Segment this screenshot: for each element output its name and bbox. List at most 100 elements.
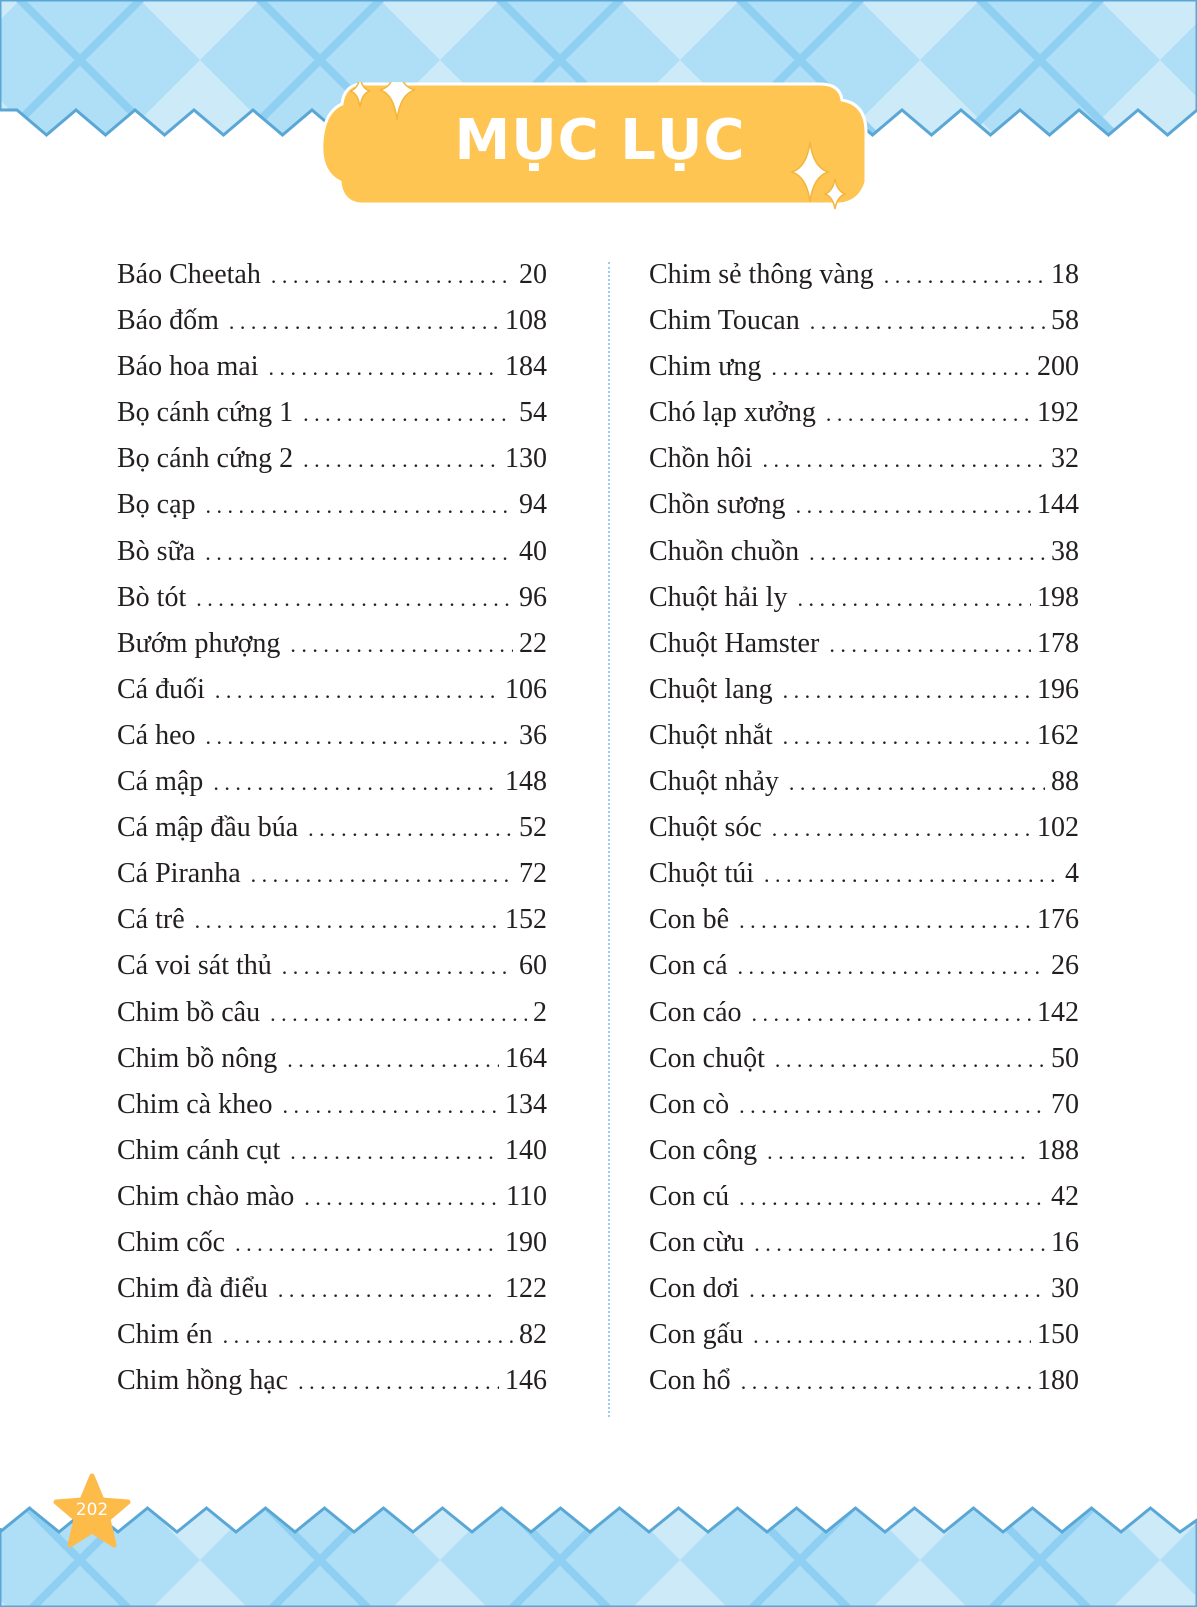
entry-page-number: 102 xyxy=(1037,812,1079,844)
toc-entry[interactable]: Con cò 70 xyxy=(649,1085,1079,1131)
dot-leader xyxy=(290,1132,499,1172)
toc-entry[interactable]: Chó lạp xưởng 192 xyxy=(649,393,1079,439)
dot-leader xyxy=(810,302,1045,342)
toc-entry[interactable]: Chim Toucan 58 xyxy=(649,301,1079,347)
entry-title: Chim bồ nông xyxy=(117,1042,278,1074)
toc-entry[interactable]: Chuột nhảy 88 xyxy=(649,762,1079,808)
toc-entry[interactable]: Chim cánh cụt 140 xyxy=(117,1131,547,1177)
dot-leader xyxy=(229,302,499,342)
entry-page-number: 4 xyxy=(1065,858,1079,890)
toc-entry[interactable]: Cá đuối 106 xyxy=(117,670,547,716)
entry-page-number: 184 xyxy=(505,351,547,383)
toc-entry[interactable]: Con cừu 16 xyxy=(649,1223,1079,1269)
dot-leader xyxy=(884,256,1045,296)
dot-leader xyxy=(772,809,1031,849)
toc-entry[interactable]: Cá mập 148 xyxy=(117,762,547,808)
entry-title: Bọ cánh cứng 2 xyxy=(117,443,294,475)
toc-entry[interactable]: Con gấu 150 xyxy=(649,1315,1079,1361)
toc-entry[interactable]: Con dơi 30 xyxy=(649,1269,1079,1315)
toc-entry[interactable]: Chồn sương 144 xyxy=(649,485,1079,531)
toc-entry[interactable]: Con chuột 50 xyxy=(649,1039,1079,1085)
dot-leader xyxy=(797,579,1031,619)
toc-entry[interactable]: Chim chào mào 110 xyxy=(117,1177,547,1223)
toc-entry[interactable]: Chuột sóc 102 xyxy=(649,808,1079,854)
toc-entry[interactable]: Báo Cheetah 20 xyxy=(117,255,547,301)
toc-entry[interactable]: Chim hồng hạc 146 xyxy=(117,1361,547,1407)
toc-entry[interactable]: Con công 188 xyxy=(649,1131,1079,1177)
toc-entry[interactable]: Chim đà điểu 122 xyxy=(117,1269,547,1315)
toc-entry[interactable]: Chim bồ câu 2 xyxy=(117,993,547,1039)
entry-title: Con gấu xyxy=(649,1319,744,1351)
toc-entry[interactable]: Con bê 176 xyxy=(649,900,1079,946)
dot-leader xyxy=(223,1316,513,1356)
toc-entry[interactable]: Bọ cạp 94 xyxy=(117,485,547,531)
entry-page-number: 72 xyxy=(519,858,547,890)
entry-title: Bò sữa xyxy=(117,535,196,567)
toc-entry[interactable]: Cá heo 36 xyxy=(117,716,547,762)
dot-leader xyxy=(205,533,513,573)
toc-entry[interactable]: Cá mập đầu búa 52 xyxy=(117,808,547,854)
toc-entry[interactable]: Bọ cánh cứng 2 130 xyxy=(117,439,547,485)
entry-page-number: 130 xyxy=(505,443,547,475)
toc-entry[interactable]: Bò tót 96 xyxy=(117,578,547,624)
toc-entry[interactable]: Cá voi sát thủ 60 xyxy=(117,946,547,992)
toc-entry[interactable]: Con hổ 180 xyxy=(649,1361,1079,1407)
entry-title: Con bê xyxy=(649,904,730,936)
entry-page-number: 2 xyxy=(533,996,547,1028)
entry-title: Con cò xyxy=(649,1088,730,1120)
dot-leader xyxy=(278,1270,499,1310)
toc-entry[interactable]: Con cáo 142 xyxy=(649,993,1079,1039)
toc-entry[interactable]: Chuột lang 196 xyxy=(649,670,1079,716)
entry-page-number: 190 xyxy=(505,1226,547,1258)
entry-page-number: 54 xyxy=(519,397,547,429)
toc-entry[interactable]: Chim sẻ thông vàng 18 xyxy=(649,255,1079,301)
toc-entry[interactable]: Chuột nhắt 162 xyxy=(649,716,1079,762)
toc-entry[interactable]: Chuột hải ly 198 xyxy=(649,578,1079,624)
toc-entry[interactable]: Chuột Hamster 178 xyxy=(649,624,1079,670)
toc-entry[interactable]: Bọ cánh cứng 1 54 xyxy=(117,393,547,439)
entry-title: Chim én xyxy=(117,1319,213,1351)
dot-leader xyxy=(739,1086,1045,1126)
entry-title: Chó lạp xưởng xyxy=(649,397,816,429)
toc-column-right: Chim sẻ thông vàng 18 Chim Toucan 58 Chim ưn… xyxy=(649,255,1079,1407)
dot-leader xyxy=(829,625,1031,665)
toc-entry[interactable]: Cá Piranha 72 xyxy=(117,854,547,900)
toc-entry[interactable]: Báo hoa mai 184 xyxy=(117,347,547,393)
entry-page-number: 134 xyxy=(505,1088,547,1120)
dot-leader xyxy=(303,394,513,434)
toc-entry[interactable]: Chuột túi 4 xyxy=(649,854,1079,900)
entry-title: Cá Piranha xyxy=(117,858,241,890)
entry-page-number: 20 xyxy=(519,259,547,290)
toc-entry[interactable]: Bướm phượng 22 xyxy=(117,624,547,670)
toc-entry[interactable]: Chuồn chuồn 38 xyxy=(649,532,1079,578)
dot-leader xyxy=(270,994,527,1034)
entry-page-number: 140 xyxy=(505,1134,547,1166)
dot-leader xyxy=(287,1040,499,1080)
entry-page-number: 146 xyxy=(505,1365,547,1397)
toc-entry[interactable]: Chim cốc 190 xyxy=(117,1223,547,1269)
toc-entry[interactable]: Chim én 82 xyxy=(117,1315,547,1361)
entry-page-number: 144 xyxy=(1037,489,1079,521)
toc-entry[interactable]: Chồn hôi 32 xyxy=(649,439,1079,485)
toc-entry[interactable]: Chim ưng 200 xyxy=(649,347,1079,393)
entry-title: Chuột Hamster xyxy=(649,627,820,659)
dot-leader xyxy=(753,1316,1031,1356)
dot-leader xyxy=(269,348,499,388)
entry-title: Bướm phượng xyxy=(117,627,281,659)
sparkle-icon xyxy=(349,82,848,210)
toc-entry[interactable]: Chim bồ nông 164 xyxy=(117,1039,547,1085)
toc-entry[interactable]: Chim cà kheo 134 xyxy=(117,1085,547,1131)
entry-page-number: 82 xyxy=(519,1319,547,1351)
toc-entry[interactable]: Báo đốm 108 xyxy=(117,301,547,347)
entry-title: Cá mập đầu búa xyxy=(117,812,299,844)
dot-leader xyxy=(290,625,513,665)
entry-page-number: 52 xyxy=(519,812,547,844)
dot-leader xyxy=(749,1270,1045,1310)
toc-entry[interactable]: Con cá 26 xyxy=(649,946,1079,992)
toc-entry[interactable]: Con cú 42 xyxy=(649,1177,1079,1223)
dot-leader xyxy=(775,1040,1045,1080)
toc-entry[interactable]: Bò sữa 40 xyxy=(117,532,547,578)
entry-page-number: 36 xyxy=(519,719,547,751)
dot-leader xyxy=(764,855,1059,895)
toc-entry[interactable]: Cá trê 152 xyxy=(117,900,547,946)
